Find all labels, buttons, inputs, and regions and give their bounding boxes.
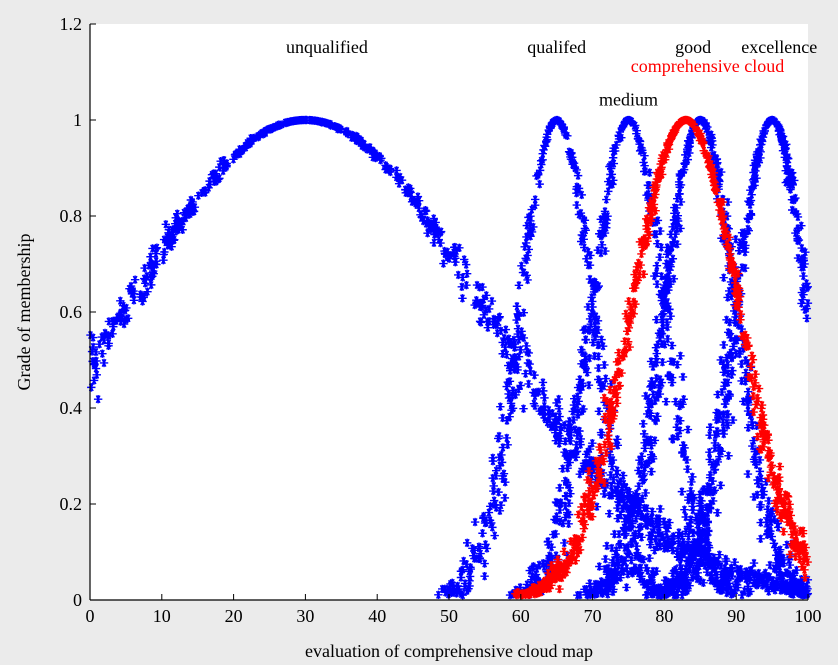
data-points (86, 115, 813, 600)
annotation-label: comprehensive cloud (631, 56, 784, 76)
series-comprehensive-cloud (511, 115, 812, 600)
x-tick-label: 80 (655, 606, 673, 626)
annotation-label: medium (599, 90, 658, 110)
x-tick-label: 10 (153, 606, 171, 626)
y-axis-title: Grade of membership (14, 234, 34, 391)
y-tick-label: 1.2 (60, 14, 83, 34)
annotation-label: good (675, 37, 711, 57)
annotation-label: unqualified (286, 37, 368, 57)
annotation-label: excellence (741, 37, 817, 57)
x-axis-title: evaluation of comprehensive cloud map (305, 641, 593, 661)
annotation-label: qualifed (527, 37, 586, 57)
x-tick-label: 30 (296, 606, 314, 626)
annotations: unqualified qualifed good excellencecompreh… (286, 37, 817, 110)
y-tick-label: 0.4 (60, 398, 83, 418)
y-tick-label: 0.8 (60, 206, 83, 226)
y-tick-label: 1 (73, 110, 82, 130)
y-ticks: 0 0.2 0.4 0.6 0.8 1 1.2 (60, 14, 96, 610)
y-tick-label: 0.6 (60, 302, 83, 322)
x-tick-label: 60 (512, 606, 530, 626)
y-tick-label: 0 (73, 590, 82, 610)
y-tick-label: 0.2 (60, 494, 83, 514)
x-tick-label: 20 (225, 606, 243, 626)
series-points (511, 115, 812, 600)
x-tick-label: 100 (795, 606, 822, 626)
x-tick-label: 50 (440, 606, 458, 626)
x-tick-label: 70 (584, 606, 602, 626)
x-ticks: 0 10 20 30 40 50 60 70 80 90 100 (86, 594, 822, 626)
x-tick-label: 90 (727, 606, 745, 626)
x-tick-label: 0 (86, 606, 95, 626)
x-tick-label: 40 (368, 606, 386, 626)
